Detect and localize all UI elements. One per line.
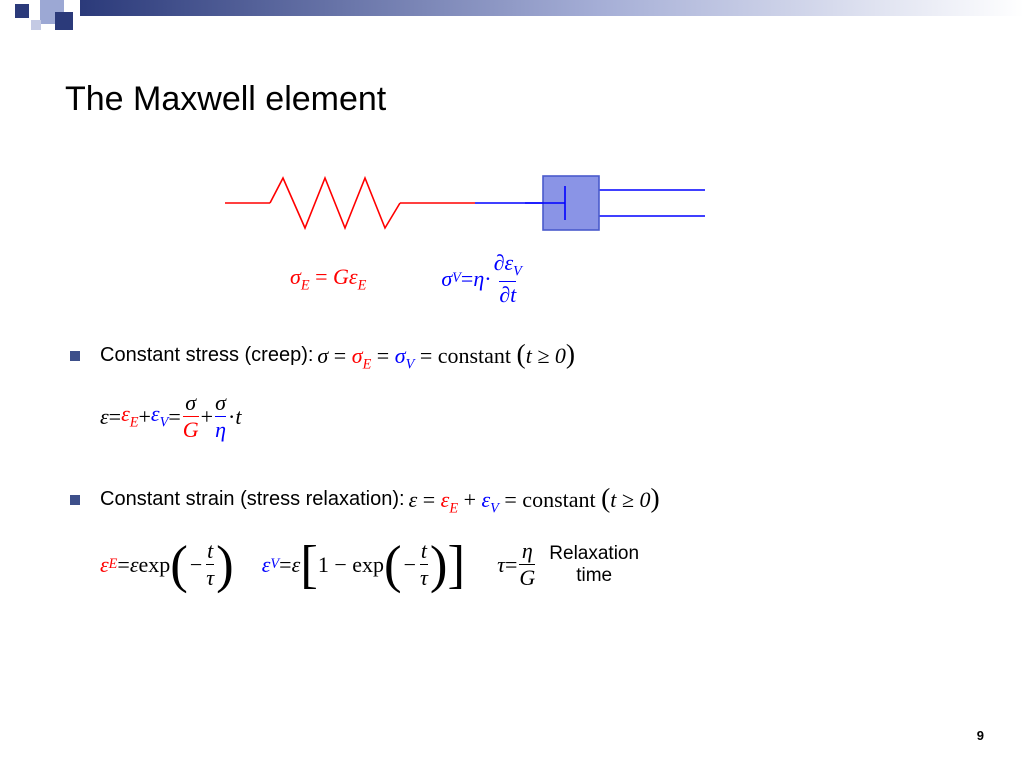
spring-icon (225, 178, 475, 228)
bullet-icon (70, 495, 80, 505)
bullet-relaxation: Constant strain (stress relaxation): ε =… (70, 482, 660, 517)
creep-equation: σ = σE = σV = constant (t ≥ 0) (317, 338, 575, 373)
bullet-creep: Constant stress (creep): σ = σE = σV = c… (70, 338, 575, 373)
relaxation-label: Constant strain (stress relaxation): (100, 488, 405, 511)
tau-definition: τ = η G (497, 540, 537, 589)
creep-label: Constant stress (creep): (100, 344, 313, 367)
page-title: The Maxwell element (65, 80, 386, 119)
dashpot-equation: σV = η · ∂εV ∂t (441, 252, 524, 306)
maxwell-diagram (225, 168, 705, 238)
spring-equation: σE = GεE (290, 264, 366, 294)
relaxation-time-label: Relaxation time (549, 543, 639, 587)
creep-strain-equation: ε = εE + εV = σ G + σ η · t (100, 392, 241, 441)
relaxation-solutions: εE = ε exp ( − t τ ) εV = ε [ 1 − exp ( … (100, 540, 639, 589)
page-number: 9 (977, 728, 984, 743)
bullet-icon (70, 351, 80, 361)
header-decoration (0, 0, 1024, 30)
relaxation-equation: ε = εE + εV = constant (t ≥ 0) (409, 482, 660, 517)
constitutive-equations: σE = GεE σV = η · ∂εV ∂t (290, 252, 524, 306)
eps-e-solution: εE = ε exp ( − t τ ) (100, 540, 234, 589)
eps-v-solution: εV = ε [ 1 − exp ( − t τ ) ] (262, 540, 465, 589)
